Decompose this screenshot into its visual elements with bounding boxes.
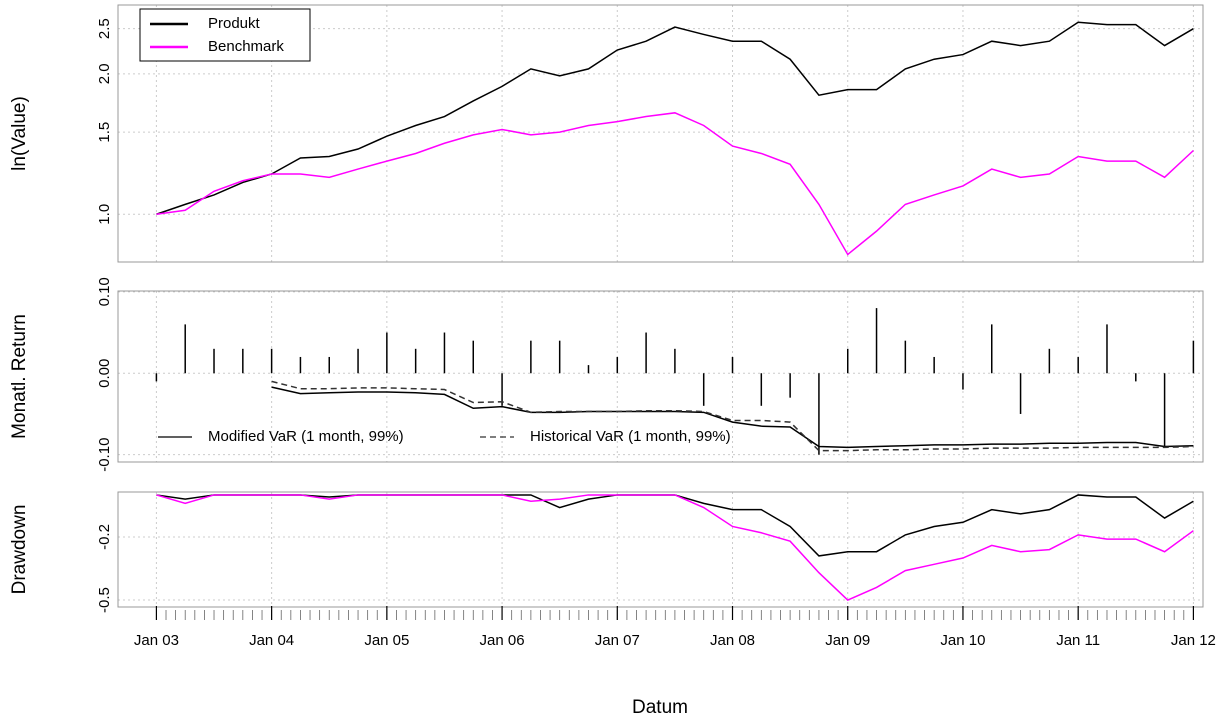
- x-tick-label: Jan 06: [480, 632, 525, 649]
- x-tick-label: Jan 03: [134, 632, 179, 649]
- y-tick-label: 0.10: [96, 277, 113, 306]
- series-line: [271, 380, 1194, 452]
- panel-frame: [117, 290, 1204, 463]
- y-tick-label: 2.0: [96, 63, 113, 84]
- x-tick-label: Jan 05: [364, 632, 409, 649]
- y-tick-label: -0.2: [96, 524, 113, 550]
- y-tick-label: -0.10: [96, 438, 113, 472]
- x-tick-label: Jan 11: [1056, 632, 1100, 649]
- y-tick-label: 1.5: [96, 122, 113, 143]
- x-tick-label: Jan 09: [825, 632, 870, 649]
- x-axis-label: Datum: [632, 697, 688, 718]
- x-tick-label: Jan 08: [710, 632, 755, 649]
- y-axis-label: ln(Value): [9, 96, 30, 171]
- y-axis-label: Monatl. Return: [9, 314, 30, 439]
- series-line: [156, 112, 1194, 256]
- x-tick-label: Jan 07: [595, 632, 640, 649]
- series-line: [156, 494, 1194, 601]
- series-line: [156, 494, 1194, 557]
- legend-label: Benchmark: [208, 38, 284, 55]
- legend-box: [139, 8, 311, 62]
- y-tick-label: 2.5: [96, 18, 113, 39]
- panel-frame: [117, 491, 1204, 608]
- legend-label: Modified VaR (1 month, 99%): [208, 428, 404, 445]
- series-line: [156, 21, 1194, 215]
- panel-frame: [117, 4, 1204, 263]
- y-tick-label: -0.5: [96, 587, 113, 613]
- series-line: [271, 386, 1194, 449]
- legend-label: Historical VaR (1 month, 99%): [530, 428, 731, 445]
- y-tick-label: 1.0: [96, 204, 113, 225]
- legend-label: Produkt: [208, 15, 261, 32]
- x-tick-label: Jan 10: [940, 632, 985, 649]
- x-tick-label: Jan 12: [1171, 632, 1216, 649]
- x-tick-label: Jan 04: [249, 632, 294, 649]
- y-tick-label: 0.00: [96, 359, 113, 388]
- y-axis-label: Drawdown: [9, 505, 30, 595]
